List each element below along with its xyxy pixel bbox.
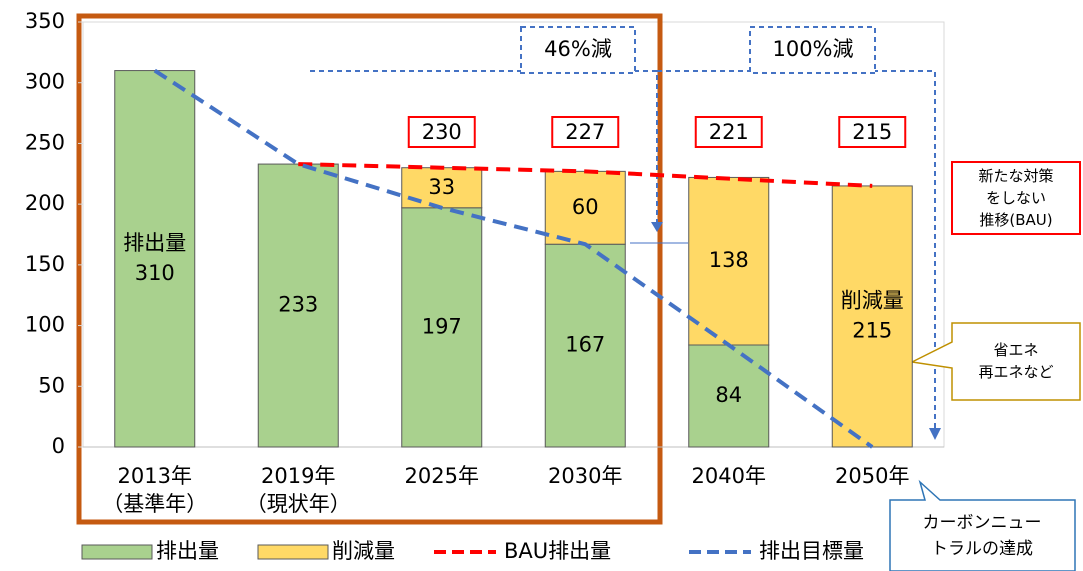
callout <box>889 479 1076 571</box>
total-label: 221 <box>709 120 749 144</box>
total-label: 230 <box>422 120 462 144</box>
arrow-head <box>651 222 663 232</box>
x-tick-label: 2025年 <box>405 464 479 488</box>
bar-segment <box>544 170 626 245</box>
annotation-box <box>749 26 876 74</box>
total-label: 215 <box>852 120 892 144</box>
x-tick-label: 2050年 <box>835 464 909 488</box>
annotation: 新たな対策をしない推移(BAU) <box>978 167 1053 229</box>
legend-label: 排出量 <box>156 539 219 563</box>
data-label: 60 <box>572 195 599 219</box>
data-label: 排出量 310 <box>123 231 186 285</box>
annotation: 46%減 <box>544 37 612 61</box>
y-tick-label: 150 <box>25 252 65 276</box>
bar-segment <box>114 70 196 448</box>
bar-segment <box>401 207 483 448</box>
data-label: 167 <box>565 333 605 357</box>
data-label: 197 <box>422 314 462 338</box>
x-tick-label: 2030年 <box>548 464 622 488</box>
legend-label: 排出目標量 <box>759 539 864 563</box>
total-box <box>407 116 476 148</box>
y-tick-label: 300 <box>25 70 65 94</box>
bar-segment <box>544 243 626 448</box>
y-tick-label: 350 <box>25 9 65 33</box>
arrow-head <box>929 428 941 440</box>
x-tick-label: 2013年 <box>118 464 192 488</box>
line-series <box>153 68 874 449</box>
y-tick-label: 0 <box>52 434 65 458</box>
y-tick-label: 100 <box>25 313 65 337</box>
annotation-box <box>951 161 1081 235</box>
bar-segment <box>257 163 339 448</box>
data-label: 233 <box>278 293 318 317</box>
total-label: 227 <box>565 120 605 144</box>
total-box <box>694 116 763 148</box>
annotation: カーボンニュートラルの達成 <box>923 513 1042 559</box>
legend-label: 削減量 <box>332 539 395 563</box>
legend-swatch <box>257 544 329 560</box>
data-label: 138 <box>709 248 749 272</box>
legend-label: BAU排出量 <box>504 539 611 563</box>
x-tick-note: （現状年） <box>246 492 351 516</box>
total-box <box>838 116 907 148</box>
annotation: 省エネ再エネなど <box>978 341 1053 381</box>
x-tick-note: （基準年） <box>102 492 207 516</box>
data-label: 84 <box>715 383 742 407</box>
y-tick-label: 50 <box>38 373 65 397</box>
plot-frame <box>82 21 945 448</box>
line-series <box>298 162 873 188</box>
legend-swatch <box>81 544 153 560</box>
y-tick-label: 200 <box>25 191 65 215</box>
highlight-box <box>76 13 663 525</box>
annotation: 100%減 <box>772 37 853 61</box>
x-tick-label: 2019年 <box>261 464 335 488</box>
annotation-box <box>520 26 636 74</box>
x-tick-label: 2040年 <box>692 464 766 488</box>
bar-segment <box>688 176 770 346</box>
y-tick-label: 250 <box>25 130 65 154</box>
callout <box>909 322 1081 401</box>
total-box <box>551 116 620 148</box>
data-label: 削減量 215 <box>841 288 904 342</box>
bar-segment <box>831 185 913 448</box>
data-label: 33 <box>428 175 455 199</box>
bar-segment <box>688 344 770 448</box>
